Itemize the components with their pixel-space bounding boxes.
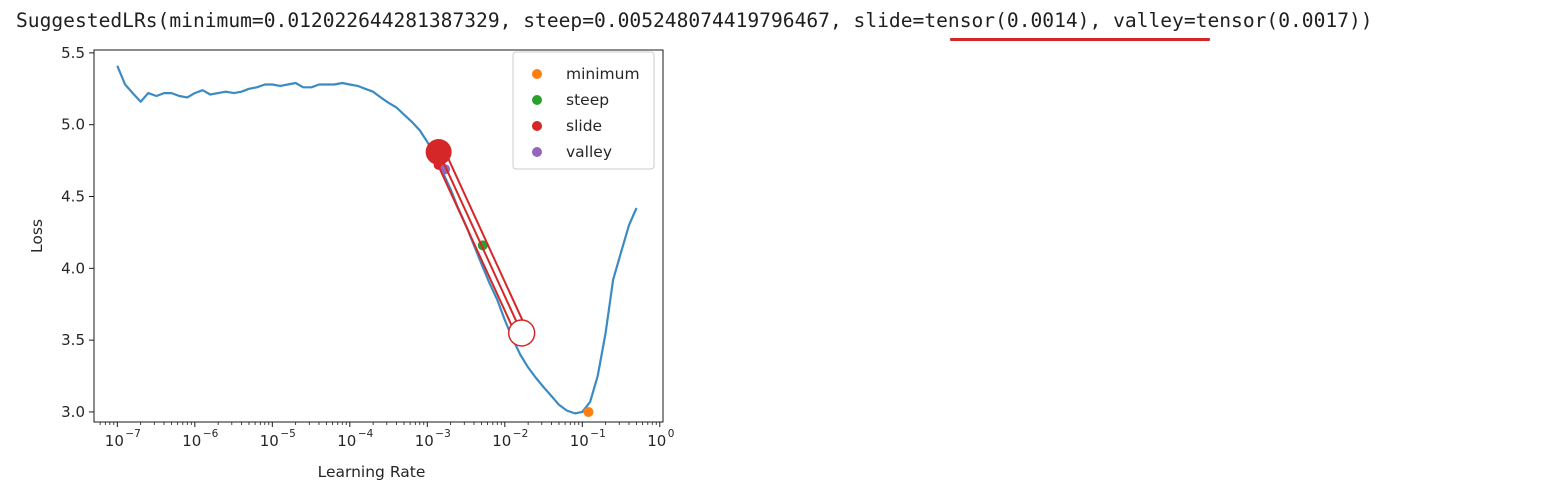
x-tick-label: 10 — [570, 432, 589, 450]
x-tick-exponent: −2 — [513, 428, 528, 440]
y-tick-label: 4.5 — [61, 188, 85, 206]
y-tick-label: 3.5 — [61, 331, 85, 349]
x-tick-exponent: 0 — [668, 428, 675, 440]
annotation-end-circle — [507, 319, 536, 347]
legend-box — [512, 51, 655, 170]
x-tick-label: 10 — [647, 432, 666, 450]
x-tick-exponent: −4 — [358, 428, 374, 440]
legend-label-slide: slide — [566, 117, 602, 135]
plot-frame — [93, 49, 664, 423]
legend-marker-valley — [532, 147, 542, 157]
legend-marker-slide — [532, 121, 542, 131]
y-tick-label: 3.0 — [61, 403, 85, 421]
x-tick-exponent: −5 — [280, 428, 295, 440]
legend-marker-minimum — [532, 69, 542, 79]
annotation-line-3 — [432, 154, 518, 336]
x-tick-label: 10 — [415, 432, 434, 450]
lr-finder-chart: 3.03.54.04.55.05.510 −7 10 −6 10 −5 10 −4 10 −3 10… — [28, 44, 674, 481]
legend-marker-steep — [532, 95, 542, 105]
x-tick-exponent: −6 — [203, 428, 219, 440]
loss-curve — [116, 65, 638, 415]
x-tick-exponent: −3 — [435, 428, 450, 440]
x-tick-label: 10 — [105, 432, 124, 450]
x-tick-label: 10 — [492, 432, 511, 450]
x-tick-exponent: −1 — [590, 428, 605, 440]
annotation-line-2 — [437, 151, 523, 334]
minimum-marker — [583, 406, 594, 417]
y-tick-label: 4.0 — [61, 259, 85, 277]
suggested-lrs-output: SuggestedLRs(minimum=0.01202264428138732… — [16, 9, 1373, 32]
x-tick-exponent: −7 — [125, 428, 140, 440]
slide-value-underline — [950, 38, 1210, 41]
legend-label-minimum: minimum — [566, 65, 640, 83]
legend-label-valley: valley — [566, 143, 612, 161]
annotation-line-1 — [443, 149, 529, 331]
x-axis-label: Learning Rate — [318, 463, 426, 481]
legend-label-steep: steep — [566, 91, 609, 109]
annotation-start-circle — [425, 138, 452, 165]
x-tick-label: 10 — [182, 432, 201, 450]
plot-layer: 3.03.54.04.55.05.510 −7 10 −6 10 −5 10 −4 10 −3 10… — [28, 44, 674, 481]
y-tick-label: 5.0 — [61, 116, 85, 134]
x-tick-label: 10 — [260, 432, 279, 450]
y-axis-label: Loss — [28, 219, 46, 253]
y-tick-label: 5.5 — [61, 44, 85, 62]
x-tick-label: 10 — [337, 432, 356, 450]
